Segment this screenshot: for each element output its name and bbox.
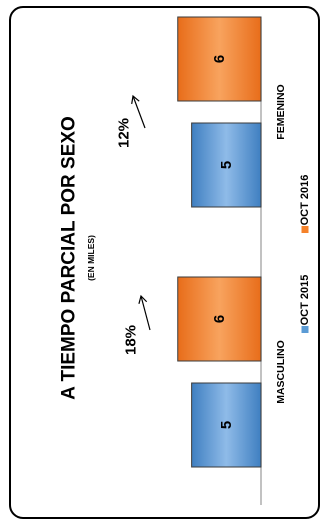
growth-arrow-shaft xyxy=(140,295,151,331)
legend-swatch xyxy=(301,326,309,333)
growth-arrow-head xyxy=(131,94,140,105)
growth-arrow-shaft xyxy=(132,95,146,129)
legend-swatch xyxy=(301,226,309,233)
bar-femenino-oct-2016 xyxy=(177,16,262,102)
category-label: MASCULINO xyxy=(275,340,287,404)
data-label: 5 xyxy=(218,421,235,429)
data-label: 6 xyxy=(211,315,228,323)
category-label: FEMENINO xyxy=(275,84,287,139)
bar-masculino-oct-2016 xyxy=(177,276,262,362)
chart-title: A TIEMPO PARCIAL POR SEXO xyxy=(59,116,80,400)
legend-label: OCT 2016 xyxy=(299,175,311,226)
growth-annotation: 18% xyxy=(123,325,140,355)
chart-subtitle: (EN MILES) xyxy=(86,235,96,281)
data-label: 6 xyxy=(211,55,228,63)
chart-frame xyxy=(9,6,320,519)
legend-label: OCT 2015 xyxy=(299,275,311,326)
bar-masculino-oct-2015 xyxy=(191,382,262,468)
growth-arrow-head xyxy=(138,294,148,304)
bar-femenino-oct-2015 xyxy=(191,122,262,208)
growth-annotation: 12% xyxy=(116,118,133,148)
data-label: 5 xyxy=(218,161,235,169)
